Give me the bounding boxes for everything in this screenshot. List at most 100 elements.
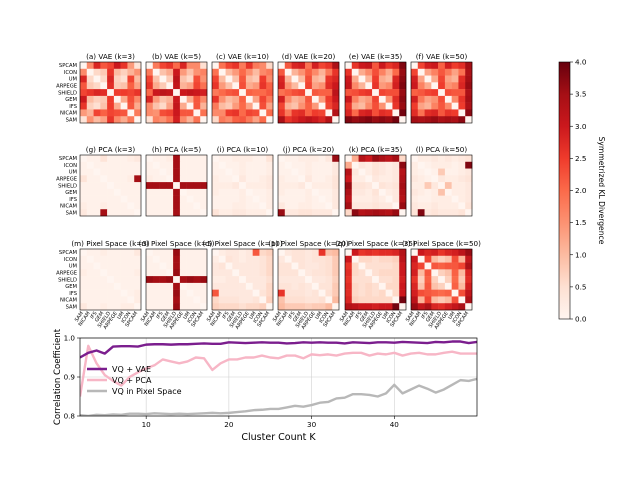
heatmap-cell — [252, 155, 260, 163]
heatmap-cell — [212, 249, 220, 257]
heatmap-cell — [325, 289, 333, 297]
heatmap-cell — [358, 62, 366, 70]
heatmap-cell — [431, 109, 439, 117]
heatmap-cell — [458, 68, 466, 76]
heatmap-cell — [351, 249, 359, 257]
heatmap-cell — [411, 202, 419, 210]
heatmap-cell — [93, 296, 101, 304]
y-tick-label: SAM — [66, 304, 77, 310]
y-tick-label: NICAM — [60, 298, 77, 304]
heatmap-cell — [465, 296, 473, 304]
heatmap-cell — [345, 102, 353, 110]
heatmap-cell — [378, 188, 386, 196]
heatmap-cell — [93, 168, 101, 176]
heatmap-cell — [325, 249, 333, 257]
heatmap-cell — [113, 62, 121, 70]
heatmap-cell — [146, 102, 154, 110]
heatmap-cell — [298, 262, 306, 270]
heatmap-cell — [107, 102, 115, 110]
heatmap-cell — [146, 168, 154, 176]
heatmap-cell — [332, 75, 340, 83]
x-tick-label: IFS — [354, 311, 363, 321]
heatmap-cell — [179, 195, 187, 203]
heatmap-cell — [318, 175, 326, 183]
heatmap-cell — [372, 116, 380, 124]
heatmap-cell — [372, 262, 380, 270]
heatmap-cell — [100, 195, 108, 203]
heatmap-cell — [239, 182, 247, 190]
heatmap-cell — [212, 82, 220, 90]
heatmap-cell — [444, 116, 452, 124]
heatmap-cell — [218, 168, 226, 176]
heatmap-cell — [465, 68, 473, 76]
heatmap-cell — [232, 296, 240, 304]
heatmap-cell — [284, 195, 292, 203]
heatmap-cell — [80, 202, 88, 210]
heatmap-cell — [278, 202, 286, 210]
heatmap-cell — [245, 296, 253, 304]
heatmap-cell — [345, 182, 353, 190]
heatmap-cell — [465, 276, 473, 284]
heatmap-cell — [385, 209, 393, 217]
heatmap-panel: (j) PCA (k=20) — [277, 145, 340, 217]
heatmap-cell — [305, 255, 313, 263]
heatmap-cell — [225, 89, 233, 97]
panel-title: (c) VAE (k=10) — [216, 52, 269, 61]
heatmap-cell — [332, 249, 340, 257]
heatmap-cell — [438, 195, 446, 203]
heatmap-cell — [431, 116, 439, 124]
heatmap-cell — [378, 255, 386, 263]
heatmap-cell — [438, 249, 446, 257]
heatmap-cell — [239, 155, 247, 163]
heatmap-cell — [431, 202, 439, 210]
heatmap-cell — [252, 209, 260, 217]
heatmap-cell — [378, 289, 386, 297]
heatmap-cell — [107, 182, 115, 190]
heatmap-cell — [212, 168, 220, 176]
heatmap-cell — [438, 209, 446, 217]
heatmap-cell — [239, 82, 247, 90]
heatmap-cell — [378, 296, 386, 304]
heatmap-cell — [311, 62, 319, 70]
heatmap-cell — [424, 255, 432, 263]
heatmap-cell — [107, 202, 115, 210]
heatmap-cell — [438, 75, 446, 83]
heatmap-cell — [134, 82, 142, 90]
heatmap-cell — [252, 161, 260, 169]
heatmap-cell — [239, 102, 247, 110]
heatmap-cell — [173, 175, 181, 183]
heatmap-cell — [424, 282, 432, 290]
heatmap-cell — [431, 289, 439, 297]
heatmap-cell — [80, 182, 88, 190]
heatmap-cell — [80, 195, 88, 203]
heatmap-cell — [218, 175, 226, 183]
heatmap-cell — [159, 62, 167, 70]
heatmap-cell — [325, 95, 333, 103]
heatmap-cell — [411, 109, 419, 117]
heatmap-cell — [351, 269, 359, 277]
heatmap-cell — [146, 62, 154, 70]
heatmap-cell — [113, 209, 121, 217]
heatmap-cell — [146, 269, 154, 277]
heatmap-cell — [305, 262, 313, 270]
heatmap-cell — [193, 249, 201, 257]
heatmap-cell — [134, 175, 142, 183]
heatmap-cell — [120, 175, 128, 183]
heatmap-cell — [259, 276, 267, 284]
heatmap-cell — [278, 209, 286, 217]
heatmap-cell — [107, 89, 115, 97]
heatmap-cell — [152, 202, 160, 210]
heatmap-cell — [225, 175, 233, 183]
heatmap-cell — [179, 89, 187, 97]
heatmap-cell — [444, 182, 452, 190]
heatmap-cell — [218, 209, 226, 217]
heatmap-cell — [186, 89, 194, 97]
heatmap-cell — [318, 269, 326, 277]
heatmap-cell — [86, 249, 94, 257]
panel-frame — [344, 154, 407, 217]
heatmap-cell — [278, 182, 286, 190]
heatmap-cell — [372, 62, 380, 70]
heatmap-cell — [417, 109, 425, 117]
heatmap-cell — [417, 289, 425, 297]
heatmap-cell — [332, 202, 340, 210]
